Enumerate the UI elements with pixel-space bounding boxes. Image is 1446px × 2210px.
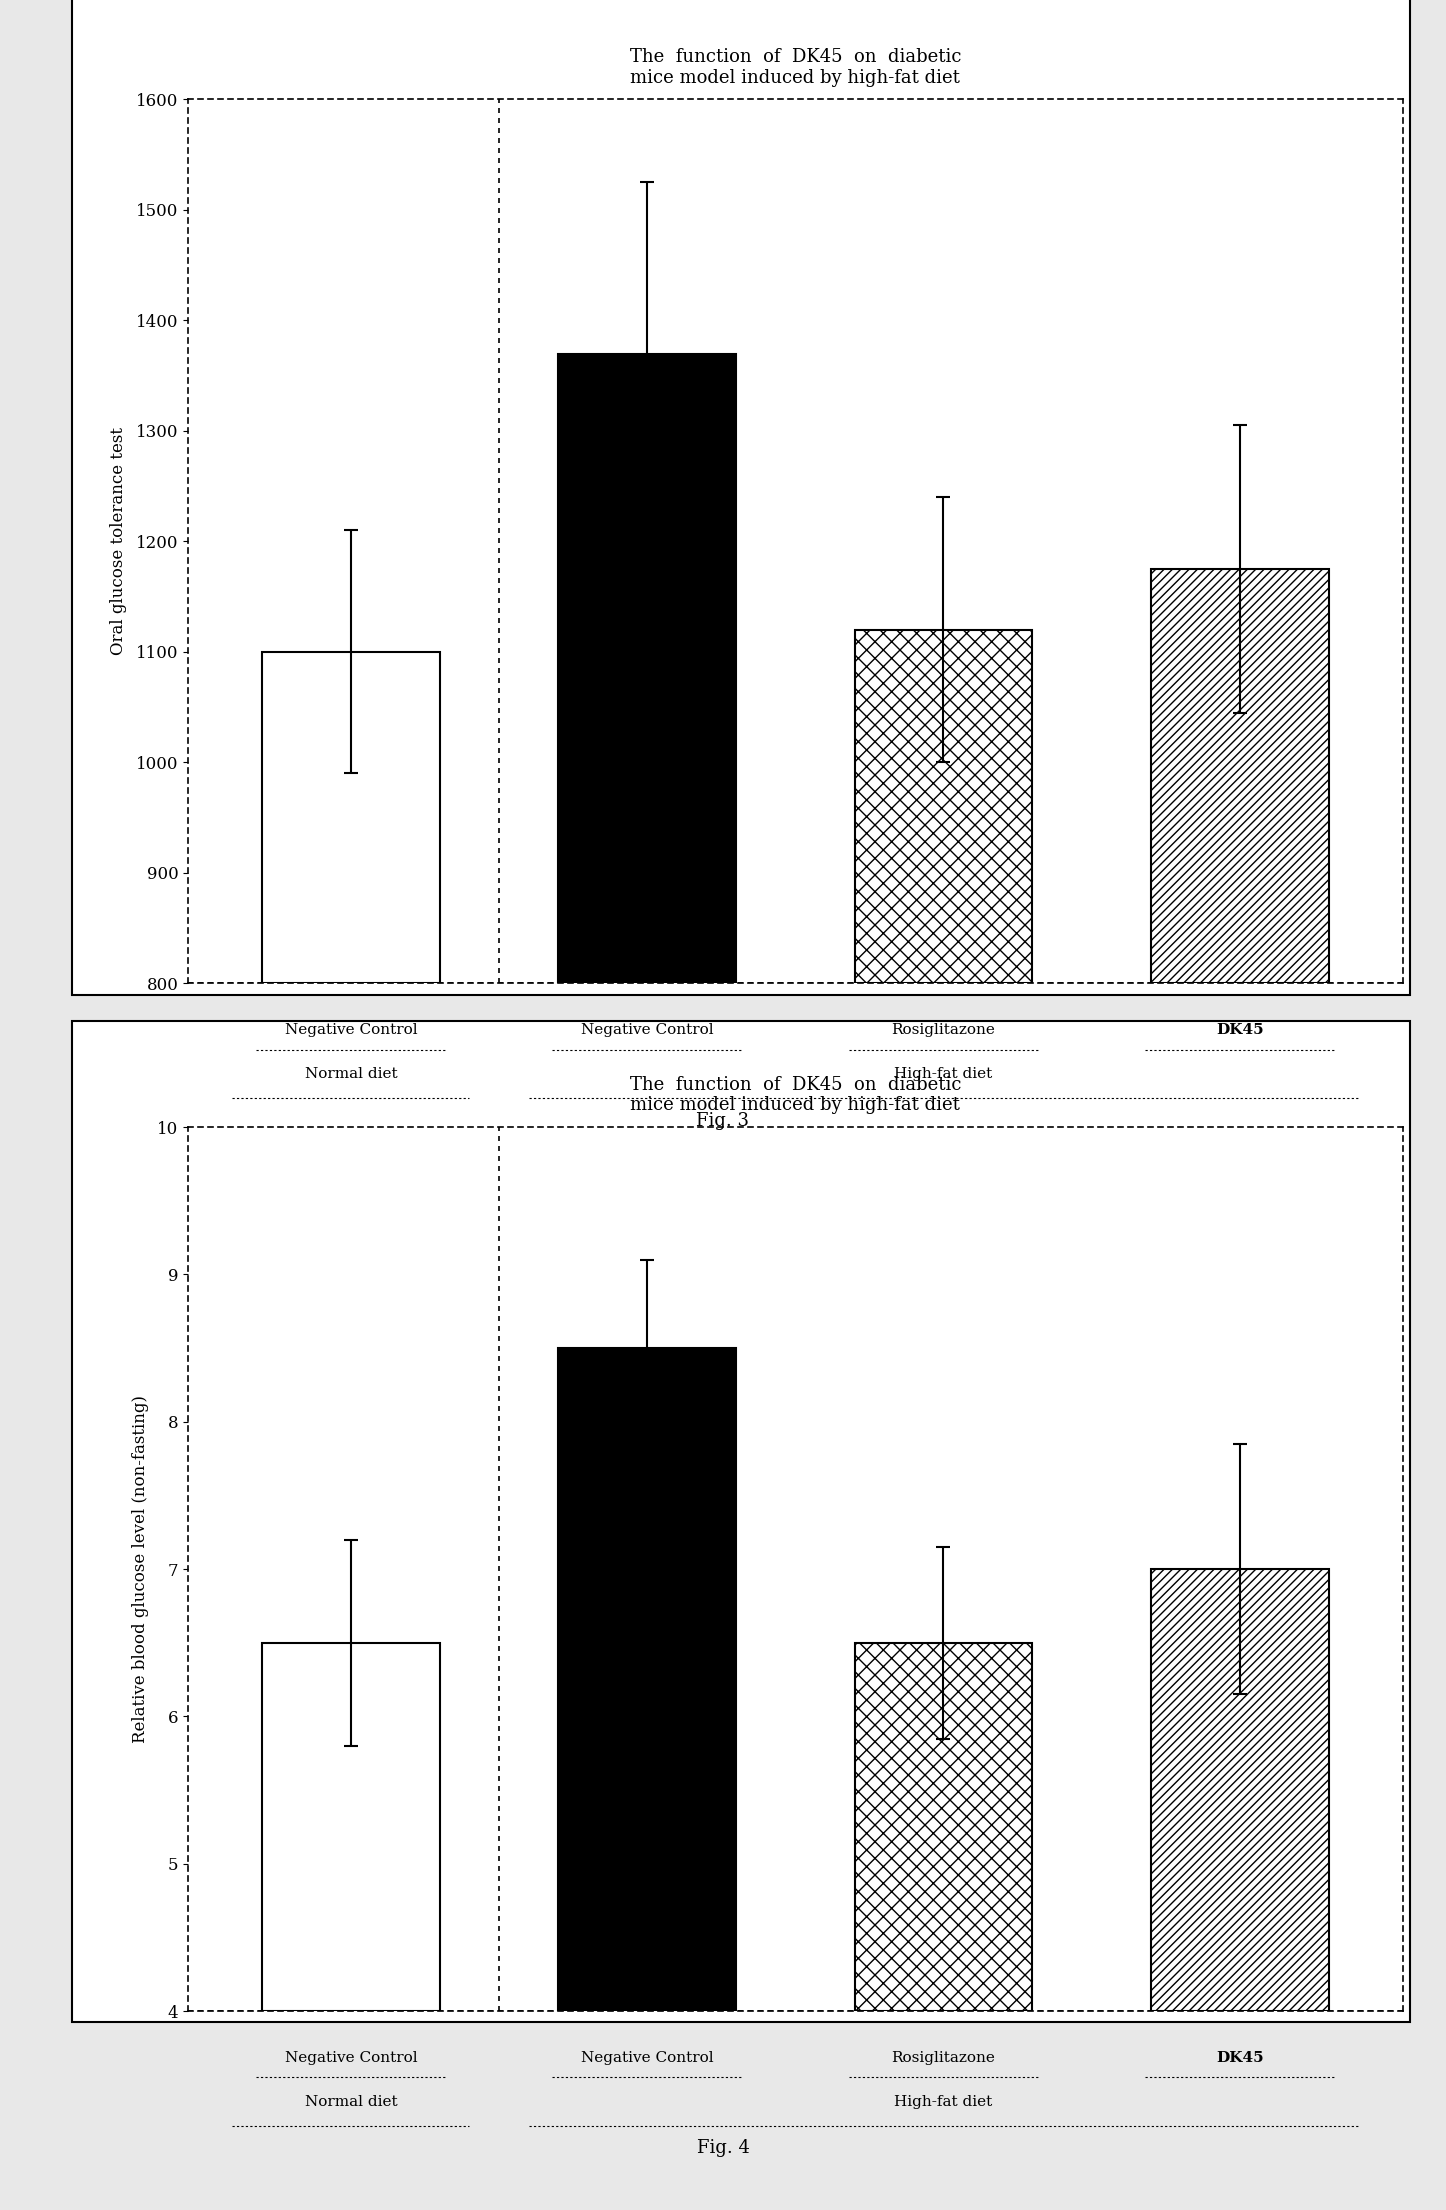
- Bar: [1151, 1569, 1329, 2011]
- Text: Rosiglitazone: Rosiglitazone: [892, 2051, 995, 2064]
- Text: Fig. 4: Fig. 4: [697, 2139, 749, 2157]
- Text: Rosiglitazone: Rosiglitazone: [892, 1023, 995, 1036]
- Y-axis label: Relative blood glucose level (non-fasting): Relative blood glucose level (non-fastin…: [132, 1395, 149, 1744]
- Text: High-fat diet: High-fat diet: [894, 1067, 992, 1081]
- Bar: [558, 1348, 736, 2011]
- Bar: [1151, 568, 1329, 983]
- Title: The  function  of  DK45  on  diabetic
mice model induced by high-fat diet: The function of DK45 on diabetic mice mo…: [629, 49, 962, 86]
- Text: High-fat diet: High-fat diet: [894, 2095, 992, 2108]
- Text: Fig. 3: Fig. 3: [697, 1112, 749, 1129]
- Title: The  function  of  DK45  on  diabetic
mice model induced by high-fat diet: The function of DK45 on diabetic mice mo…: [629, 1076, 962, 1114]
- Text: Negative Control: Negative Control: [285, 2051, 418, 2064]
- Text: Negative Control: Negative Control: [581, 2051, 713, 2064]
- Bar: [855, 630, 1032, 983]
- Bar: [262, 1642, 440, 2011]
- Text: DK45: DK45: [1216, 1023, 1264, 1036]
- Text: Negative Control: Negative Control: [285, 1023, 418, 1036]
- Bar: [558, 354, 736, 983]
- Text: DK45: DK45: [1216, 2051, 1264, 2064]
- Text: Normal diet: Normal diet: [305, 1067, 398, 1081]
- Y-axis label: Oral glucose tolerance test: Oral glucose tolerance test: [110, 427, 127, 656]
- Text: Normal diet: Normal diet: [305, 2095, 398, 2108]
- Text: Negative Control: Negative Control: [581, 1023, 713, 1036]
- Bar: [262, 652, 440, 983]
- Bar: [855, 1642, 1032, 2011]
